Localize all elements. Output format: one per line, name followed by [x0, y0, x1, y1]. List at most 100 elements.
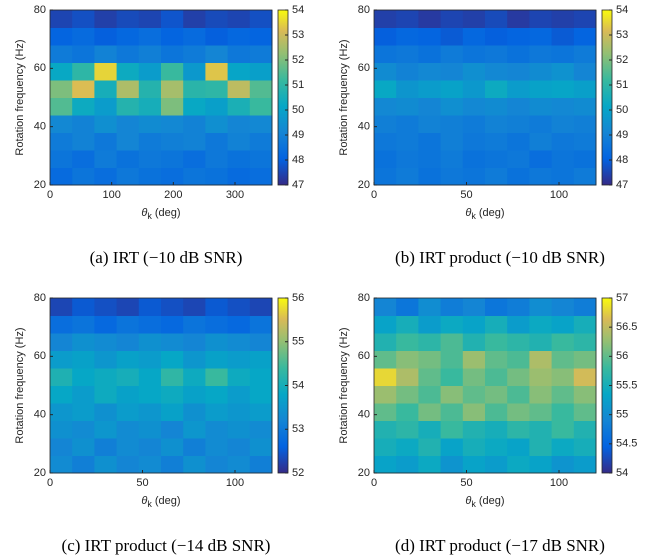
heatmap-cell [138, 97, 162, 116]
heatmap-cell [50, 333, 73, 351]
heatmap-cell [396, 97, 419, 116]
heatmap-cell [161, 298, 184, 316]
heatmap-cell [440, 167, 464, 186]
heatmap-cell [94, 132, 118, 151]
heatmap-cell [138, 150, 162, 168]
heatmap-cell [418, 455, 442, 474]
colorbar-tick-label: 52 [292, 467, 304, 479]
heatmap-cell [72, 97, 95, 116]
heatmap-cell [485, 62, 508, 81]
heatmap-cell [485, 438, 508, 456]
heatmap-cell [529, 132, 553, 151]
heatmap-cell [573, 167, 597, 186]
heatmap-cell [94, 403, 118, 421]
heatmap-cell [161, 10, 184, 28]
heatmap-cell [161, 315, 184, 334]
heatmap-cell [507, 80, 530, 98]
heatmap-cell [396, 315, 419, 334]
heatmap-cell [249, 350, 273, 369]
heatmap-cell [50, 368, 73, 386]
heatmap-cell [183, 438, 206, 456]
colorbar-tick-label: 55.5 [616, 379, 637, 391]
heatmap-cell [507, 27, 530, 46]
heatmap-cell [374, 80, 397, 98]
heatmap-cell [183, 315, 206, 334]
heatmap-cell [249, 333, 273, 351]
heatmap-cell [50, 438, 73, 456]
heatmap-cell [94, 350, 118, 369]
heatmap-panel: 0 100 200 300 20 40 60 80 Rotation frequency (Hz… [14, 4, 304, 267]
heatmap-cell [440, 45, 464, 63]
heatmap-cell [249, 27, 273, 46]
heatmap-cell [72, 80, 95, 98]
heatmap-cell [485, 167, 508, 186]
y-axis-label: Rotation frequency (Hz) [14, 39, 26, 155]
y-tick-label: 60 [34, 62, 46, 74]
heatmap-cell [462, 350, 486, 369]
colorbar-tick-label: 48 [292, 154, 304, 166]
heatmap-cell [94, 80, 118, 98]
heatmap-cell [374, 298, 397, 316]
heatmap-cell [573, 420, 597, 439]
heatmap-cell [396, 150, 419, 168]
colorbar-tick-label: 54 [616, 467, 628, 479]
heatmap-cell [205, 333, 229, 351]
heatmap-cell [116, 420, 140, 439]
heatmap-cell [249, 167, 273, 186]
heatmap-cell [227, 315, 251, 334]
heatmap-cell [116, 10, 140, 28]
heatmap-cell [138, 333, 162, 351]
heatmap-cell [440, 315, 464, 334]
colorbar-tick-label: 54.5 [616, 438, 637, 450]
heatmap-cell [94, 315, 118, 334]
heatmap-cell [205, 132, 229, 151]
heatmap-cell [529, 368, 553, 386]
heatmap-cell [116, 115, 140, 133]
heatmap-cell [573, 27, 597, 46]
y-tick-label: 40 [34, 121, 46, 133]
heatmap-cell [374, 27, 397, 46]
x-label-subscript: k [471, 211, 476, 221]
heatmap-cell [396, 298, 419, 316]
heatmap-cell [72, 368, 95, 386]
heatmap-cell [94, 62, 118, 81]
colorbar-tick-label: 52 [616, 54, 628, 66]
heatmap-cell [462, 62, 486, 81]
caption: (c) IRT product (−14 dB SNR) [62, 536, 271, 555]
heatmap-cell [161, 27, 184, 46]
heatmap-cell [551, 333, 575, 351]
colorbar-tick-label: 54 [616, 4, 628, 16]
heatmap-cell [462, 438, 486, 456]
heatmap-cell [72, 150, 95, 168]
heatmap-cell [161, 132, 184, 151]
heatmap-cell [161, 150, 184, 168]
y-tick-label: 20 [358, 467, 370, 479]
y-tick-label: 60 [358, 62, 370, 74]
heatmap-cell [72, 420, 95, 439]
heatmap-cell [396, 132, 419, 151]
heatmap-cell [440, 420, 464, 439]
caption: (d) IRT product (−17 dB SNR) [395, 536, 605, 555]
heatmap-cell [116, 27, 140, 46]
heatmap-cell [227, 115, 251, 133]
x-tick-label: 0 [371, 477, 377, 489]
heatmap-cell [529, 385, 553, 404]
heatmap-cell [249, 10, 273, 28]
heatmap-cell [529, 97, 553, 116]
heatmap-cell [116, 455, 140, 474]
heatmap-cell [551, 45, 575, 63]
heatmap-cell [396, 27, 419, 46]
heatmap-cell [138, 455, 162, 474]
heatmap-cell [374, 350, 397, 369]
colorbar-tick-label: 47 [616, 179, 628, 191]
heatmap-cell [50, 385, 73, 404]
y-axis-label: Rotation frequency (Hz) [338, 39, 350, 155]
heatmap-cell [183, 333, 206, 351]
heatmap-cell [138, 350, 162, 369]
colorbar-tick-label: 53 [292, 423, 304, 435]
heatmap-cell [249, 368, 273, 386]
heatmap-cell [507, 150, 530, 168]
x-axis-label: θk (deg) [141, 207, 180, 221]
heatmap-cell [94, 97, 118, 116]
